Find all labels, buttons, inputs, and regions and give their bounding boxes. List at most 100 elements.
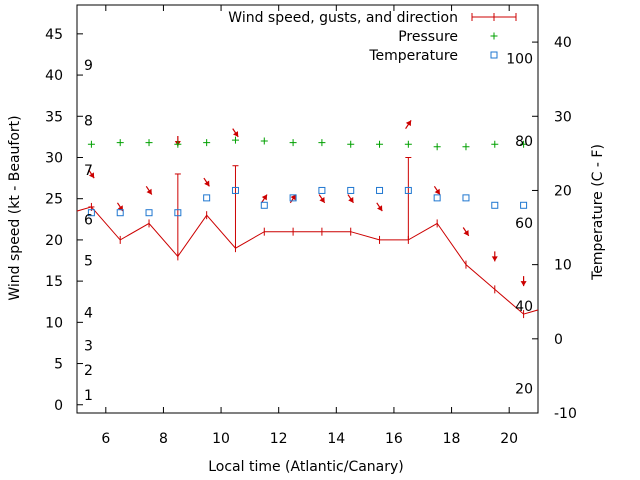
x-axis-title: Local time (Atlantic/Canary) [208, 459, 404, 475]
beaufort-label: 4 [84, 305, 93, 321]
temperature-point [433, 194, 441, 202]
legend-label-wind: Wind speed, gusts, and direction [228, 10, 458, 26]
x-tick-label: 20 [500, 431, 518, 447]
beaufort-label: 9 [84, 58, 93, 74]
pressure-point [376, 140, 384, 148]
legend-sample-pressure [490, 32, 498, 40]
wind-direction-arrowhead [88, 172, 95, 179]
beaufort-label: 3 [84, 338, 93, 354]
wind-direction-arrowhead [377, 205, 383, 212]
wind-direction-arrowhead [520, 281, 527, 287]
temperature-point [289, 194, 297, 202]
pressure-point [87, 140, 95, 148]
y-tick-label-left: 0 [54, 398, 63, 414]
x-tick-label: 16 [385, 431, 403, 447]
pressure-point [203, 139, 211, 147]
x-tick-label: 12 [270, 431, 288, 447]
wind-direction-arrowhead [146, 188, 152, 195]
fahrenheit-label: 60 [515, 216, 533, 232]
pressure-point [462, 143, 470, 151]
temperature-point [231, 186, 239, 194]
temperature-point [87, 209, 95, 217]
wind-direction-arrowhead [348, 197, 354, 203]
y-tick-label-right: 30 [554, 109, 572, 125]
wind-direction-arrowhead [261, 194, 268, 201]
beaufort-label: 8 [84, 113, 93, 129]
beaufort-label: 5 [84, 254, 93, 270]
temperature-point [260, 201, 268, 209]
fahrenheit-label: 100 [506, 51, 533, 67]
clipped-series-group [77, 120, 538, 319]
y-tick-label-left: 25 [45, 192, 63, 208]
pressure-point [174, 140, 182, 148]
chart-axes-layer [76, 4, 539, 414]
pressure-point [433, 143, 441, 151]
y-tick-label-left: 40 [45, 68, 63, 84]
y-tick-label-right: 20 [554, 183, 572, 199]
temperature-point [404, 186, 412, 194]
beaufort-label: 6 [84, 212, 93, 228]
legend-sample-temperature [490, 51, 498, 59]
wind-speed-line [77, 206, 538, 315]
chart-series-layer [77, 120, 538, 319]
pressure-point [231, 136, 239, 144]
y-axis-title-right: Temperature (C - F) [590, 144, 606, 281]
y-tick-label-right: 0 [554, 332, 563, 348]
plot-frame [76, 4, 539, 414]
fahrenheit-label: 80 [515, 134, 533, 150]
wind-direction-arrowhead [290, 194, 296, 201]
legend-label-pressure: Pressure [398, 29, 458, 45]
legend-label-temperature: Temperature [368, 48, 458, 64]
y-tick-label-left: 15 [45, 274, 63, 290]
wind-direction-arrowhead [405, 120, 412, 127]
y-tick-label-left: 30 [45, 150, 63, 166]
wind-direction-arrowhead [463, 230, 469, 236]
x-tick-label: 6 [101, 431, 110, 447]
wind-direction-arrowhead [232, 131, 239, 137]
wind-direction-arrowhead [204, 180, 210, 187]
temperature-point [116, 209, 124, 217]
temperature-point [174, 209, 182, 217]
y-tick-label-left: 35 [45, 109, 63, 125]
beaufort-label: 2 [84, 363, 93, 379]
x-tick-label: 14 [327, 431, 345, 447]
y-tick-label-left: 5 [54, 357, 63, 373]
chart-legend: Wind speed, gusts, and direction Pressur… [228, 10, 517, 64]
y-tick-label-right: 40 [554, 35, 572, 51]
fahrenheit-label: 40 [515, 299, 533, 315]
y-tick-label-left: 45 [45, 27, 63, 43]
chart-labels-layer: Local time (Atlantic/Canary) Wind speed … [7, 27, 606, 475]
temperature-point [520, 201, 528, 209]
pressure-point [347, 140, 355, 148]
y-tick-label-left: 20 [45, 233, 63, 249]
pressure-point [260, 137, 268, 145]
beaufort-label: 1 [84, 388, 93, 404]
x-tick-label: 10 [212, 431, 230, 447]
fahrenheit-label: 20 [515, 382, 533, 398]
temperature-point [145, 209, 153, 217]
temperature-point [347, 186, 355, 194]
wind-direction-arrowhead [491, 256, 498, 262]
pressure-point [318, 139, 326, 147]
pressure-point [491, 140, 499, 148]
temperature-point [491, 201, 499, 209]
wind-direction-arrowhead [434, 188, 440, 195]
temperature-point [203, 194, 211, 202]
pressure-point [289, 139, 297, 147]
pressure-point [145, 139, 153, 147]
x-tick-label: 18 [443, 431, 461, 447]
x-tick-label: 8 [159, 431, 168, 447]
pressure-point [116, 139, 124, 147]
pressure-point [520, 140, 528, 148]
y-tick-label-right: 10 [554, 258, 572, 274]
wind-direction-arrowhead [319, 197, 325, 203]
y-tick-label-right: -10 [554, 406, 577, 422]
y-axis-title-left: Wind speed (kt - Beaufort) [7, 115, 23, 300]
beaufort-label: 7 [84, 163, 93, 179]
temperature-point [318, 186, 326, 194]
temperature-point [376, 186, 384, 194]
y-tick-label-left: 10 [45, 315, 63, 331]
pressure-point [404, 140, 412, 148]
temperature-point [462, 194, 470, 202]
